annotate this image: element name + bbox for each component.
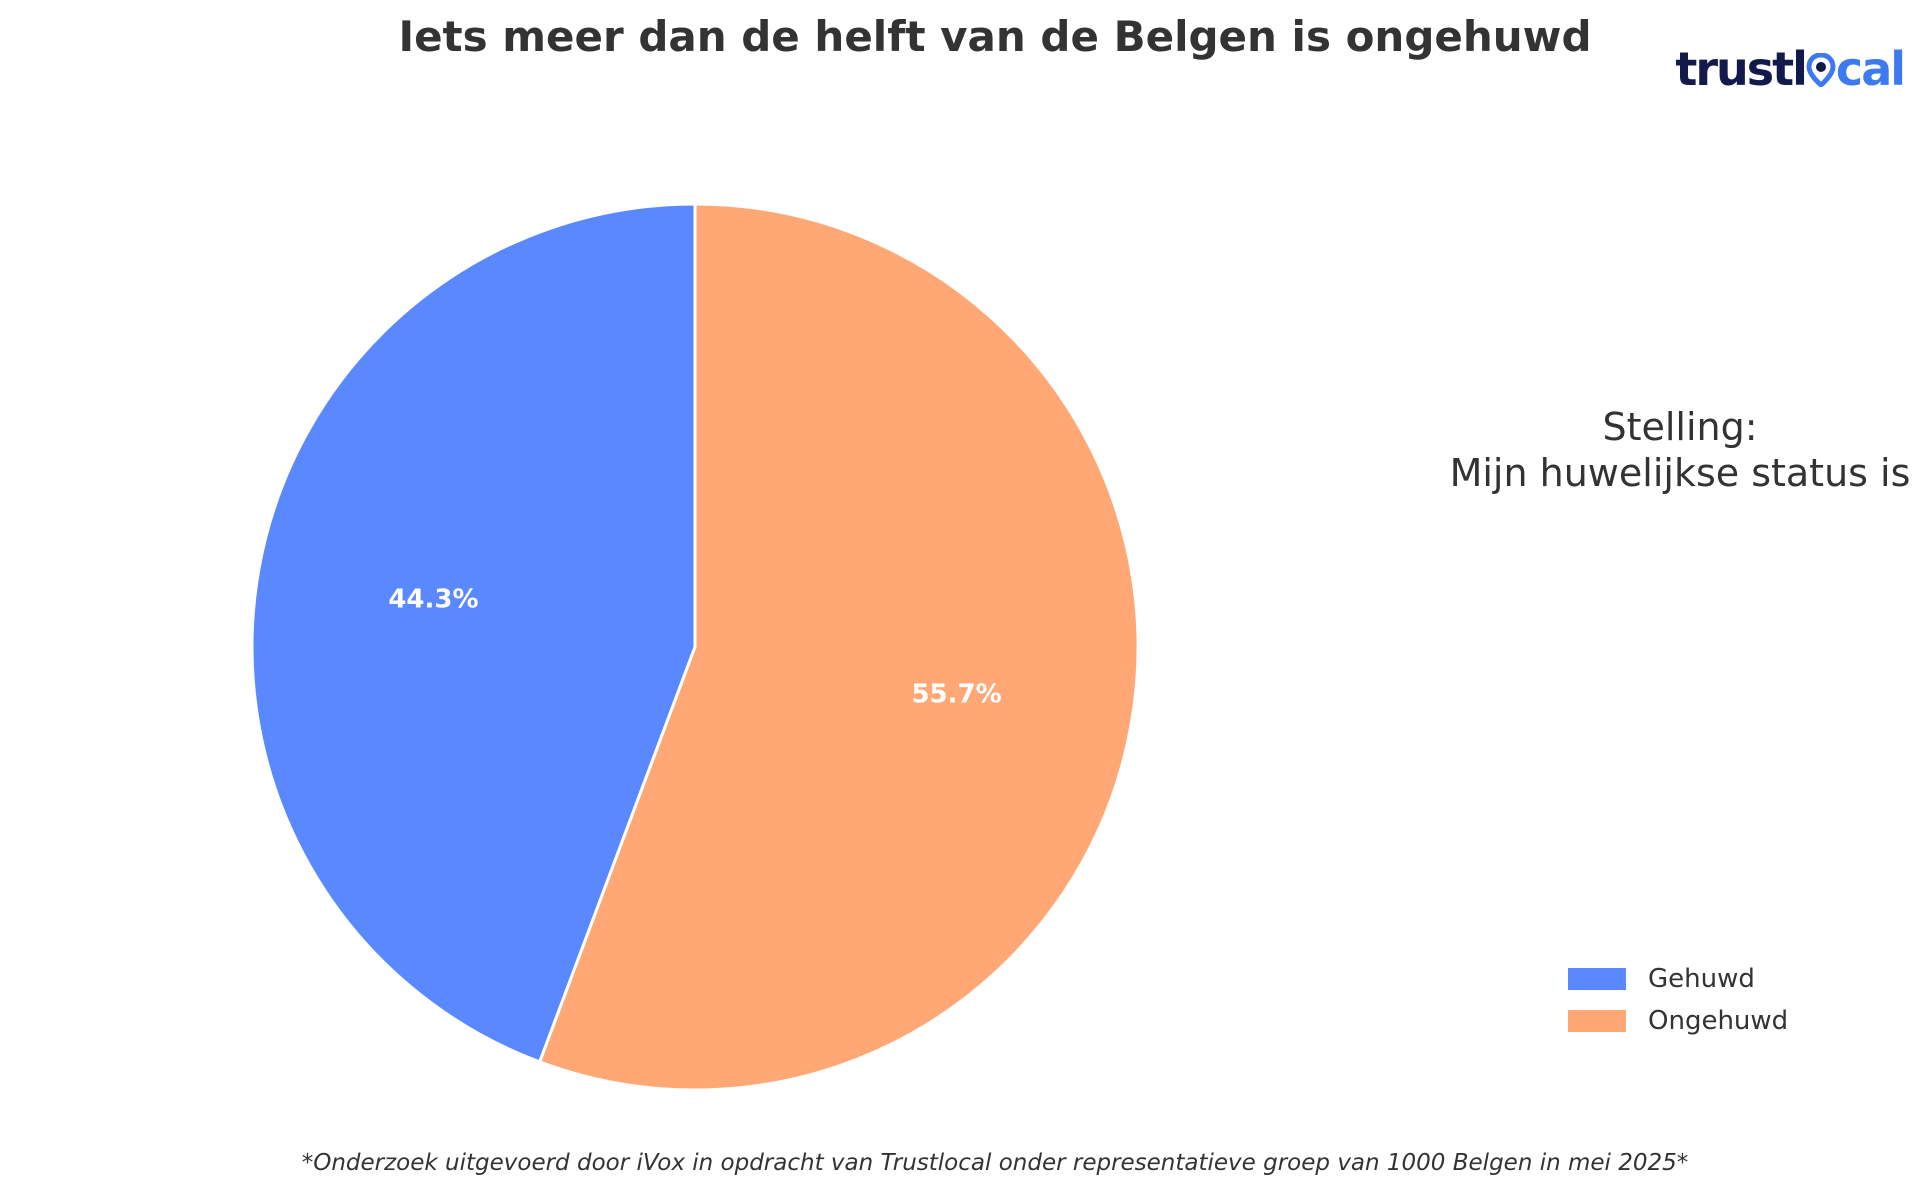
legend-label-ongehuwd: Ongehuwd: [1648, 1006, 1789, 1036]
logo-text-part1: trustl: [1675, 42, 1808, 96]
statement-line1: Stelling:: [1602, 405, 1758, 449]
legend-item-gehuwd: Gehuwd: [1568, 958, 1788, 1000]
pie-label-ongehuwd: 55.7%: [911, 679, 1001, 709]
pie-slice-ongehuwd: [538, 202, 1140, 1092]
chart-legend: Gehuwd Ongehuwd: [1568, 958, 1788, 1042]
statement-line2: Mijn huwelijkse status is: [1449, 451, 1911, 495]
chart-statement: Stelling: Mijn huwelijkse status is: [1420, 404, 1932, 496]
legend-label-gehuwd: Gehuwd: [1648, 964, 1755, 994]
pie-label-gehuwd: 44.3%: [388, 585, 478, 615]
pie-slice-gehuwd: [250, 202, 697, 1064]
legend-swatch-gehuwd: [1568, 968, 1626, 990]
location-pin-icon: [1806, 42, 1836, 96]
legend-item-ongehuwd: Ongehuwd: [1568, 1000, 1788, 1042]
chart-title: Iets meer dan de helft van de Belgen is …: [398, 12, 1592, 61]
logo-text-part2: cal: [1835, 42, 1906, 96]
chart-footnote: *Onderzoek uitgevoerd door iVox in opdra…: [301, 1150, 1689, 1176]
legend-swatch-ongehuwd: [1568, 1010, 1626, 1032]
trustlocal-logo: trustl cal: [1675, 46, 1906, 92]
